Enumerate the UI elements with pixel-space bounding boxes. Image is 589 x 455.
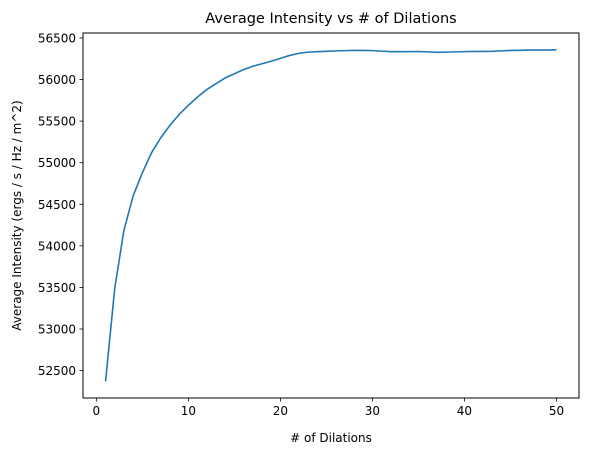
y-tick-label: 52500 bbox=[38, 364, 76, 378]
chart-title: Average Intensity vs # of Dilations bbox=[205, 11, 456, 27]
y-tick-label: 53500 bbox=[38, 281, 76, 295]
y-axis-title: Average Intensity (ergs / s / Hz / m^2) bbox=[10, 100, 24, 330]
x-tick-label: 30 bbox=[365, 404, 380, 418]
y-tick-label: 54000 bbox=[38, 239, 76, 253]
plot-area bbox=[106, 50, 557, 382]
y-tick-label: 56500 bbox=[38, 31, 76, 45]
y-tick-label: 56000 bbox=[38, 73, 76, 87]
x-tick-label: 0 bbox=[93, 404, 101, 418]
y-tick-label: 55000 bbox=[38, 156, 76, 170]
x-tick-label: 20 bbox=[273, 404, 288, 418]
series-line bbox=[106, 50, 557, 382]
plot-frame bbox=[83, 33, 579, 398]
y-tick-label: 53000 bbox=[38, 322, 76, 336]
x-tick-label: 10 bbox=[181, 404, 196, 418]
y-tick-label: 55500 bbox=[38, 115, 76, 129]
x-axis-title: # of Dilations bbox=[290, 431, 372, 445]
x-tick-label: 50 bbox=[549, 404, 564, 418]
axis-ticks: 0 10 20 30 40 50 52500 53000 53500 54000 54500 5500… bbox=[38, 31, 564, 418]
x-tick-label: 40 bbox=[457, 404, 472, 418]
y-tick-label: 54500 bbox=[38, 198, 76, 212]
